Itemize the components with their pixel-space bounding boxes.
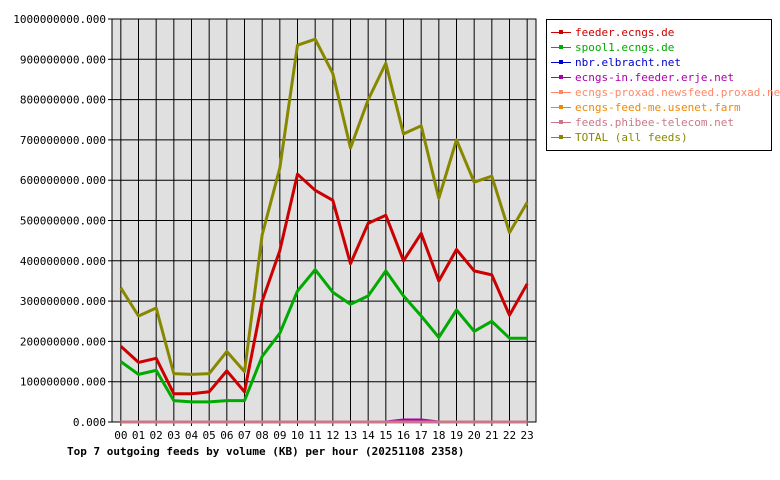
x-tick-label: 04 [185, 429, 199, 442]
legend-item: feeds.phibee-telecom.net [551, 115, 734, 130]
x-tick-label: 19 [450, 429, 463, 442]
x-tick-label: 09 [273, 429, 286, 442]
x-tick-label: 16 [397, 429, 410, 442]
legend-item: ecngs-proxad.newsfeed.proxad.net [551, 85, 780, 100]
y-tick-label: 100000000.000 [20, 376, 106, 389]
x-tick-label: 07 [238, 429, 251, 442]
x-tick-label: 23 [521, 429, 534, 442]
y-tick-label: 1000000000.000 [13, 13, 106, 26]
legend-item: TOTAL (all feeds) [551, 130, 688, 145]
legend-swatch [551, 73, 571, 82]
x-tick-label: 01 [132, 429, 145, 442]
x-tick-label: 15 [379, 429, 392, 442]
legend-label: feeds.phibee-telecom.net [575, 116, 734, 129]
x-tick-label: 20 [468, 429, 481, 442]
x-tick-label: 13 [344, 429, 357, 442]
x-tick-label: 00 [114, 429, 127, 442]
series-line-total-all-feeds [119, 37, 529, 376]
legend-label: ecngs-in.feeder.erje.net [575, 71, 734, 84]
series-line-feeder-ecngs-de [119, 172, 529, 396]
legend-item: feeder.ecngs.de [551, 25, 674, 40]
legend-swatch [551, 28, 571, 37]
x-tick-label: 05 [203, 429, 216, 442]
chart-title: Top 7 outgoing feeds by volume (KB) per … [67, 445, 465, 458]
x-tick-label: 08 [256, 429, 269, 442]
y-tick-label: 700000000.000 [20, 134, 106, 147]
y-tick-label: 0.000 [73, 416, 106, 429]
legend-swatch [551, 103, 571, 112]
y-tick-label: 600000000.000 [20, 174, 106, 187]
legend-item: nbr.elbracht.net [551, 55, 681, 70]
legend-item: ecngs-feed-me.usenet.farm [551, 100, 741, 115]
legend: feeder.ecngs.de spool1.ecngs.de nbr.elbrac… [546, 19, 780, 151]
y-tick-label: 900000000.000 [20, 53, 106, 66]
legend-label: ecngs-feed-me.usenet.farm [575, 101, 741, 114]
x-tick-label: 17 [415, 429, 428, 442]
legend-swatch [551, 88, 571, 97]
x-tick-label: 06 [220, 429, 233, 442]
legend-label: ecngs-proxad.newsfeed.proxad.net [575, 86, 780, 99]
legend-label: nbr.elbracht.net [575, 56, 681, 69]
legend-label: TOTAL (all feeds) [575, 131, 688, 144]
x-tick-label: 12 [326, 429, 339, 442]
y-tick-label: 300000000.000 [20, 295, 106, 308]
y-tick-label: 200000000.000 [20, 335, 106, 348]
legend-item: spool1.ecngs.de [551, 40, 674, 55]
legend-swatch [551, 58, 571, 67]
y-tick-label: 500000000.000 [20, 215, 106, 228]
legend-label: spool1.ecngs.de [575, 41, 675, 54]
x-tick-label: 02 [150, 429, 163, 442]
legend-swatch [551, 118, 571, 127]
x-tick-label: 22 [503, 429, 516, 442]
x-tick-label: 21 [485, 429, 498, 442]
legend-item: ecngs-in.feeder.erje.net [551, 70, 734, 85]
x-tick-label: 11 [309, 429, 322, 442]
x-tick-label: 14 [362, 429, 376, 442]
y-tick-label: 400000000.000 [20, 255, 106, 268]
x-tick-label: 10 [291, 429, 304, 442]
legend-swatch [551, 133, 571, 142]
legend-swatch [551, 43, 571, 52]
y-tick-label: 800000000.000 [20, 94, 106, 107]
x-tick-label: 03 [167, 429, 180, 442]
x-tick-label: 18 [432, 429, 445, 442]
legend-label: feeder.ecngs.de [575, 26, 675, 39]
series-line-spool1-ecngs-de [119, 268, 528, 404]
